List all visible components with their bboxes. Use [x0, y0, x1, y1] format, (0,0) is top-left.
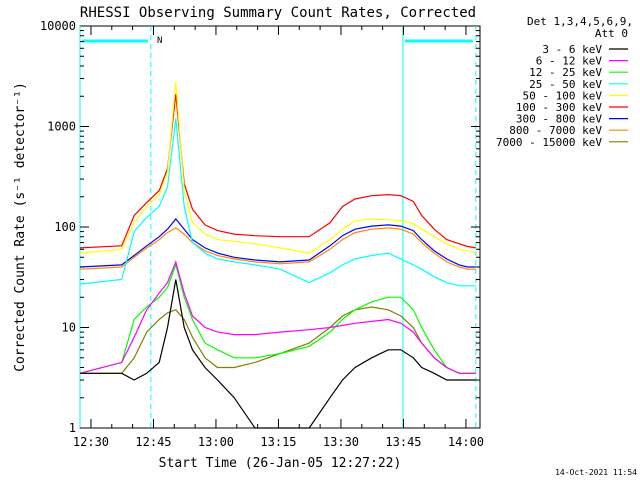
- legend-item-label: 7000 - 15000 keV: [496, 136, 602, 149]
- series-line-300-800-kev: [79, 218, 476, 268]
- y-tick-label: 10000: [40, 19, 76, 33]
- series-line-12-25-kev: [79, 262, 476, 374]
- timestamp: 14-Oct-2021 11:54: [555, 468, 637, 477]
- axes-layer: 1 10 100 1000 10000 12:30 12:45 13:00 13:15 13:30…: [40, 19, 484, 449]
- legend-item-label: 100 - 300 keV: [516, 101, 602, 114]
- x-tick-label: 13:15: [260, 435, 296, 449]
- y-tick-label: 1: [69, 421, 76, 435]
- y-axis-label: Corrected Count Rate (s⁻¹ detector⁻¹): [13, 82, 28, 372]
- x-axis-label: Start Time (26-Jan-05 12:27:22): [159, 456, 402, 471]
- series-line-6-12-kev: [79, 260, 476, 374]
- y-tick-label: 10: [62, 321, 76, 335]
- chart-title: RHESSI Observing Summary Count Rates, Co…: [80, 5, 476, 21]
- legend-item-label: 3 - 6 keV: [542, 43, 602, 56]
- y-tick-label: 1000: [47, 120, 76, 134]
- series-line-100-300-kev: [79, 94, 476, 249]
- x-tick-label: 12:30: [73, 435, 109, 449]
- legend-header-line-2: Att 0: [595, 27, 628, 40]
- x-tick-label: 13:45: [385, 435, 421, 449]
- y-tick-label: 100: [54, 220, 76, 234]
- x-tick-label: 13:30: [323, 435, 359, 449]
- x-tick-label: 12:45: [135, 435, 171, 449]
- legend-item-label: 6 - 12 keV: [536, 55, 603, 68]
- legend-item-label: 25 - 50 keV: [529, 78, 602, 91]
- legend-item-label: 300 - 800 keV: [516, 113, 602, 126]
- series-line-25-50-kev: [79, 118, 476, 287]
- legend-item-label: 800 - 7000 keV: [509, 124, 602, 137]
- series-line-3-6-kev: [80, 279, 476, 429]
- series-line-800-7000-kev: [79, 227, 476, 270]
- x-tick-label: 14:00: [448, 435, 484, 449]
- legend-item-label: 50 - 100 keV: [523, 89, 603, 102]
- x-tick-label: 13:00: [198, 435, 234, 449]
- marker-layer: [79, 26, 477, 428]
- series-line-50-100-kev: [79, 81, 476, 254]
- series-layer: [79, 81, 476, 429]
- night-marker-label: N: [157, 36, 162, 46]
- legend-item-label: 12 - 25 keV: [529, 66, 602, 79]
- legend-header-line-1: Det 1,3,4,5,6,9,: [527, 15, 633, 28]
